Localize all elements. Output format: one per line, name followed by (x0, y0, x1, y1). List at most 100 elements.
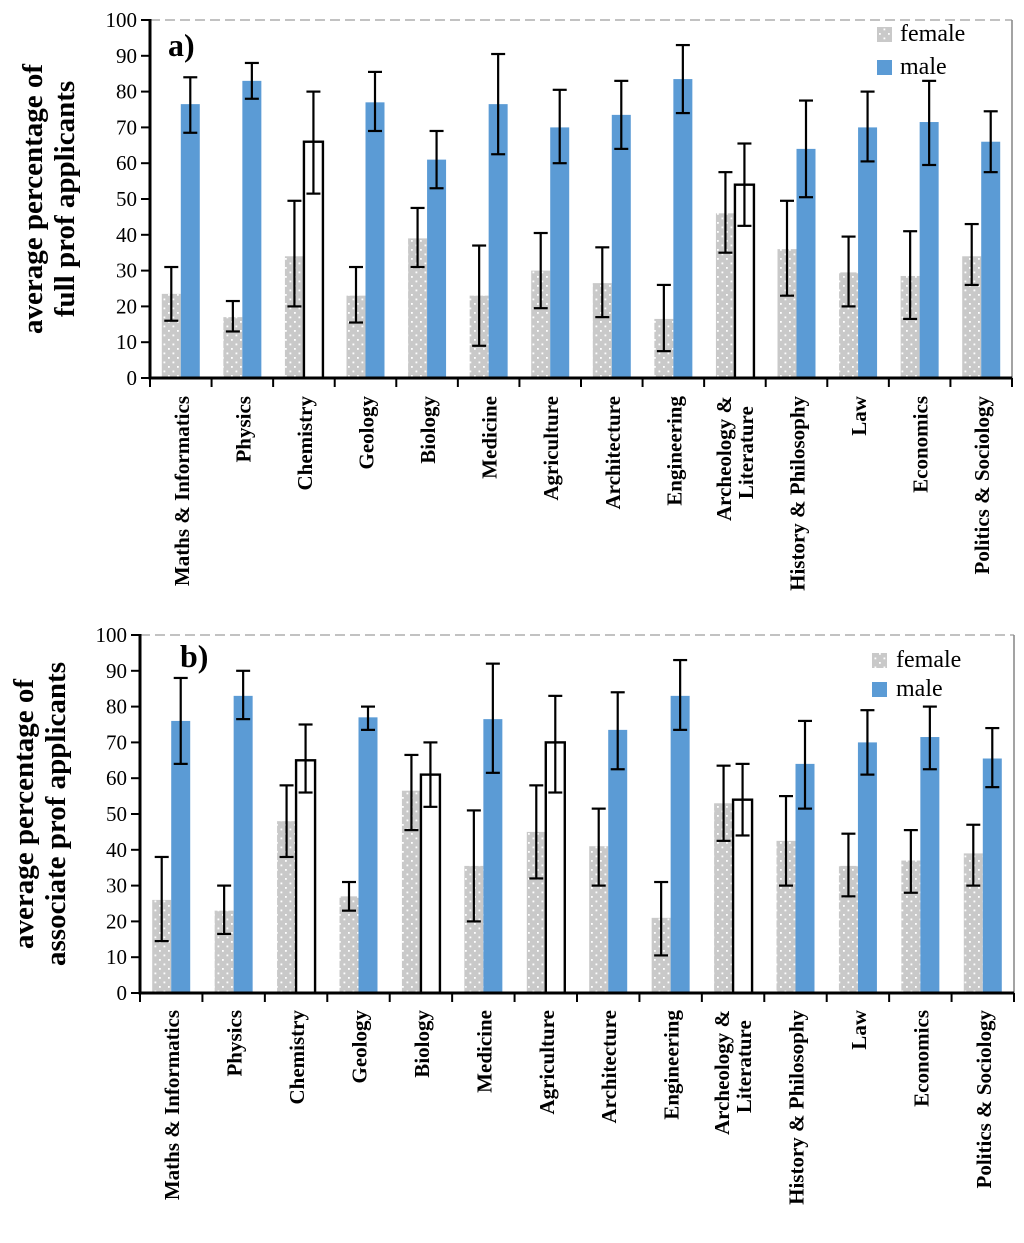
errorbar-female-law (841, 235, 856, 308)
legend-label-female: female (900, 21, 965, 47)
bar-female-geology (346, 295, 366, 378)
bar-female-agriculture (531, 270, 551, 378)
bar-female-chemistry (277, 821, 297, 993)
errorbar-female-history-philosophy (779, 795, 793, 887)
legend: female male (877, 21, 965, 80)
bar-male-geology (365, 102, 385, 378)
axes (131, 634, 1015, 1002)
bar-female-architecture (589, 846, 609, 993)
errorbar-female-architecture (591, 807, 606, 887)
category-label-maths-informatics: Maths & Informatics (170, 396, 194, 586)
errorbar-female-physics (225, 299, 240, 333)
errorbar-male-geology (361, 705, 375, 731)
category-label-law: Law (847, 395, 871, 436)
panel-label: b) (180, 638, 208, 674)
errorbar-male-economics (922, 79, 937, 167)
chart-b-associate-prof-applicants: 0 10 20 30 40 50 60 70 80 90 100 Maths & Informatic… (8, 623, 1015, 1205)
bar-female-politics-sociology (962, 256, 982, 378)
bar-female-physics (214, 910, 234, 993)
category-label-biology: Biology (410, 1010, 434, 1078)
errorbar-male-biology (423, 741, 438, 808)
axes (141, 19, 1013, 387)
y-axis-title: average percentage of (17, 64, 49, 334)
bar-male-physics (242, 80, 262, 379)
panel-label: a) (168, 27, 195, 63)
legend-swatch-female (877, 27, 892, 42)
y-tick-label: 60 (116, 151, 137, 175)
errorbar-female-architecture (595, 246, 610, 319)
y-tick-label: 90 (106, 659, 127, 683)
errorbar-male-architecture (610, 691, 625, 771)
category-label-chemistry: Chemistry (293, 396, 317, 491)
category-label-archeology-literature: Literature (732, 1020, 756, 1113)
errorbar-female-engineering (654, 880, 669, 957)
errorbar-female-politics-sociology (964, 222, 979, 287)
bar-female-law (838, 865, 858, 993)
category-label-archeology-literature: Archeology & (710, 1010, 734, 1135)
bar-female-agriculture (526, 831, 546, 993)
bar-female-chemistry (284, 256, 304, 378)
bar-male-medicine (483, 719, 503, 993)
bar-female-maths-informatics (161, 293, 181, 378)
legend-swatch-female (872, 653, 887, 668)
y-axis-title: associate prof applicants (40, 662, 72, 966)
errorbar-male-medicine (491, 52, 506, 156)
errorbar-male-architecture (614, 79, 629, 150)
errorbar-male-archeology-literature (735, 762, 750, 837)
errorbar-female-archeology-literature (718, 171, 733, 254)
category-label-archeology-literature: Literature (734, 406, 758, 499)
bar-male-law (858, 127, 878, 379)
category-label-physics: Physics (223, 1010, 247, 1077)
y-tick-label: 40 (116, 223, 137, 247)
category-label-history-philosophy: History & Philosophy (785, 1010, 809, 1205)
y-tick-label: 100 (96, 623, 128, 647)
errorbar-female-engineering (656, 283, 671, 353)
errorbar-female-agriculture (533, 231, 548, 310)
category-label-chemistry: Chemistry (285, 1010, 309, 1105)
bar-female-biology (401, 790, 421, 993)
category-label-biology: Biology (416, 396, 440, 464)
errorbar-male-history-philosophy (798, 719, 812, 810)
bar-male-history-philosophy (796, 148, 816, 378)
category-label-physics: Physics (231, 396, 255, 463)
y-tick-label: 30 (116, 259, 137, 283)
category-label-archeology-literature: Archeology & (712, 396, 736, 521)
errorbar-female-physics (217, 884, 232, 936)
errorbar-male-law (860, 90, 875, 163)
errorbar-male-chemistry (298, 723, 313, 794)
category-label-medicine: Medicine (472, 1010, 496, 1093)
bar-female-archeology-literature (715, 213, 735, 378)
bar-female-architecture (592, 283, 612, 378)
bar-female-maths-informatics (152, 899, 172, 993)
errorbar-female-history-philosophy (780, 199, 794, 297)
y-tick-label: 80 (106, 695, 127, 719)
category-label-agriculture: Agriculture (535, 1010, 559, 1115)
y-tick-label: 70 (116, 115, 137, 139)
bar-female-archeology-literature (714, 803, 734, 993)
legend-label-male: male (900, 54, 947, 80)
category-label-economics: Economics (909, 396, 933, 493)
errorbar-male-law (860, 709, 875, 776)
y-tick-label: 100 (106, 8, 138, 32)
bar-female-history-philosophy (776, 840, 796, 993)
errorbar-female-maths-informatics (154, 855, 169, 943)
errorbar-male-agriculture (552, 88, 567, 165)
bar-male-maths-informatics (180, 104, 200, 378)
legend-swatch-male (877, 60, 892, 75)
errorbar-male-medicine (485, 662, 500, 774)
bar-male-politics-sociology (982, 758, 1002, 993)
category-label-geology: Geology (355, 396, 379, 470)
errorbar-female-geology (342, 880, 356, 912)
legend-label-male: male (896, 676, 943, 702)
bar-female-history-philosophy (777, 249, 797, 378)
errorbar-female-biology (410, 206, 425, 269)
errorbar-female-archeology-literature (716, 764, 731, 842)
errorbar-male-economics (922, 705, 937, 771)
bar-male-geology (358, 717, 378, 993)
errorbar-male-geology (368, 70, 382, 133)
category-label-maths-informatics: Maths & Informatics (160, 1010, 184, 1200)
y-tick-label: 50 (106, 802, 127, 826)
y-tick-label: 70 (106, 730, 127, 754)
errorbar-female-law (841, 832, 856, 898)
bar-male-agriculture (550, 127, 570, 379)
